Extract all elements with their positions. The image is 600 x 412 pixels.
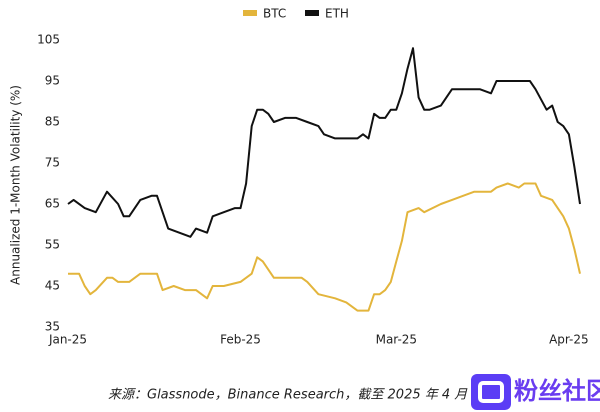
watermark-logo-inner [478, 381, 504, 403]
x-tick-label: Feb-25 [220, 333, 261, 347]
line [68, 182, 581, 312]
watermark-logo [471, 374, 511, 410]
y-tick-label: 95 [45, 74, 60, 88]
x-tick-label: Apr-25 [549, 333, 589, 347]
y-tick-label: 65 [45, 197, 60, 211]
legend-swatch [243, 10, 257, 16]
line [67, 47, 581, 238]
y-axis-label: Annualized 1-Month Volatility (%) [9, 85, 23, 285]
y-tick-label: 105 [37, 33, 60, 47]
watermark: 粉丝社区 [514, 377, 600, 405]
x-tick-label: Jan-25 [48, 333, 87, 347]
y-tick-label: 45 [45, 279, 60, 293]
y-tick-label: 35 [45, 320, 60, 334]
y-tick-label: 85 [45, 115, 60, 129]
y-tick-label: 75 [45, 156, 60, 170]
legend-label: BTC [263, 7, 286, 21]
y-tick-label: 55 [45, 238, 60, 252]
legend-swatch [305, 10, 319, 16]
legend-label: ETH [325, 7, 349, 21]
x-tick-label: Mar-25 [376, 333, 417, 347]
caption: 来源：Glassnode，Binance Research，截至 2025 年 … [108, 388, 468, 403]
